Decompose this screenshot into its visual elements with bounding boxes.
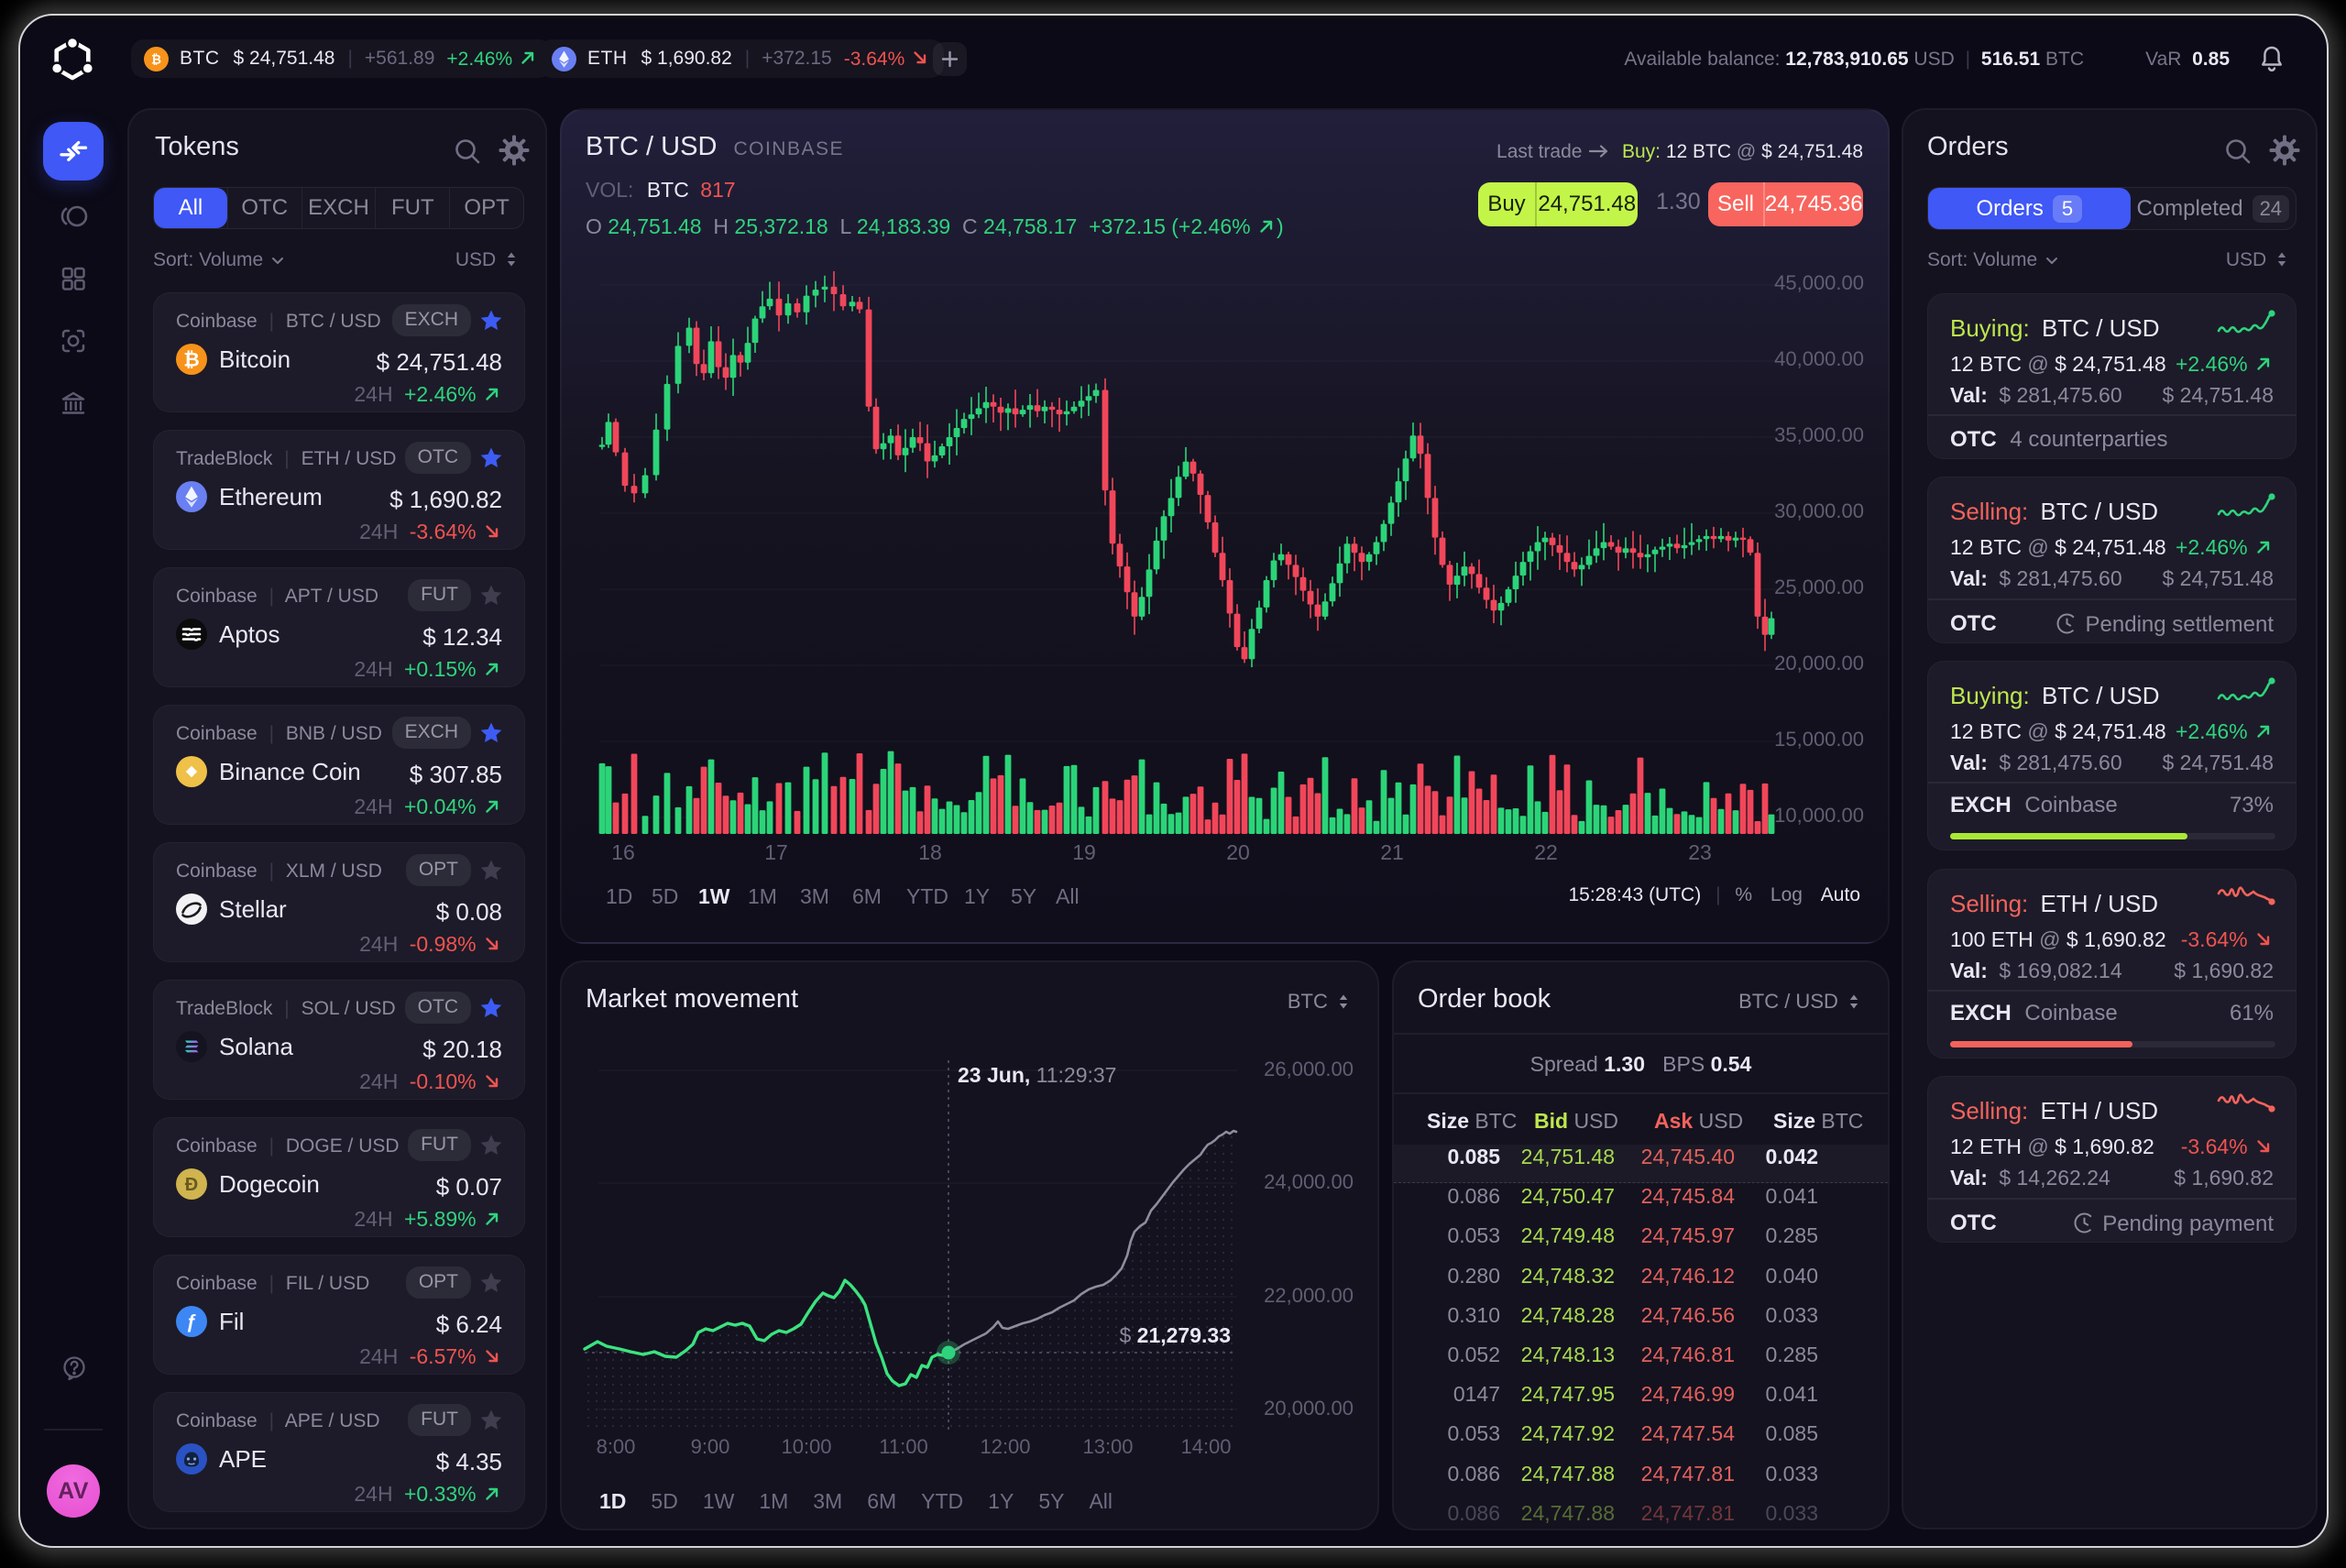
svg-text:ƒ: ƒ — [186, 1311, 197, 1332]
svg-text:Đ: Đ — [185, 1175, 198, 1195]
svg-text:₿: ₿ — [151, 52, 161, 66]
svg-text:₿: ₿ — [183, 349, 200, 371]
